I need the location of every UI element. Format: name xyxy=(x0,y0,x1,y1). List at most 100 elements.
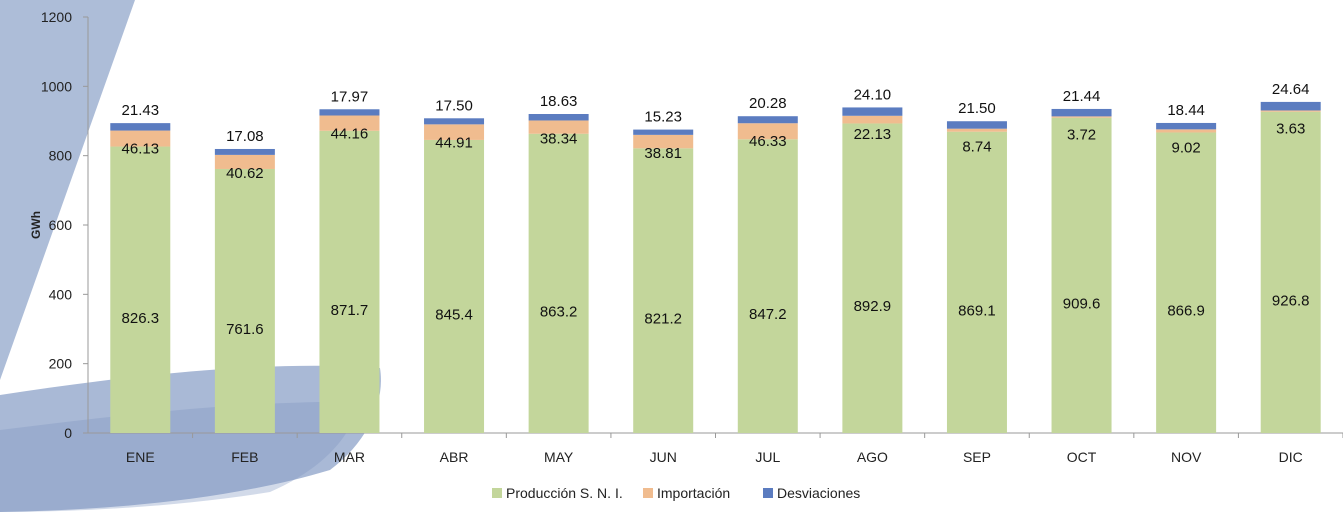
legend-swatch xyxy=(492,488,502,498)
data-label: 17.08 xyxy=(226,128,264,145)
x-tick-label: ABR xyxy=(440,449,469,465)
bar-segment xyxy=(1260,111,1321,433)
data-label: 44.91 xyxy=(435,134,473,151)
legend-label: Producción S. N. I. xyxy=(506,485,623,501)
bar-segment xyxy=(424,124,485,140)
data-label: 8.74 xyxy=(962,139,991,156)
bar-segment xyxy=(424,118,485,125)
bar-segment xyxy=(1156,122,1217,130)
data-label: 821.2 xyxy=(644,311,682,328)
x-tick-label: AGO xyxy=(857,449,888,465)
x-tick-label: JUL xyxy=(755,449,780,465)
data-label: 40.62 xyxy=(226,165,264,182)
bar-segment xyxy=(110,146,171,434)
bar-segment xyxy=(528,114,589,121)
y-tick-label: 200 xyxy=(49,356,73,372)
y-tick-label: 400 xyxy=(49,286,73,302)
x-tick-label: MAR xyxy=(334,449,365,465)
bar-segment xyxy=(842,123,903,433)
legend-swatch xyxy=(643,488,653,498)
x-tick-label: ENE xyxy=(126,449,155,465)
bar-segment xyxy=(319,130,380,433)
bar-segment xyxy=(424,139,485,434)
bar-segment xyxy=(1051,116,1112,118)
bar-segment xyxy=(1051,108,1112,117)
data-label: 3.63 xyxy=(1276,120,1305,137)
data-label: 9.02 xyxy=(1172,139,1201,156)
bar-segment xyxy=(737,116,798,124)
x-tick-label: NOV xyxy=(1171,449,1202,465)
data-label: 21.43 xyxy=(122,102,160,119)
data-label: 46.33 xyxy=(749,133,787,150)
bar-segment xyxy=(110,130,171,147)
bar-segment xyxy=(1260,101,1321,111)
data-label: 24.10 xyxy=(854,86,892,103)
data-label: 3.72 xyxy=(1067,126,1096,143)
data-label: 17.50 xyxy=(435,97,473,114)
bar-segment xyxy=(737,123,798,140)
bar-segment xyxy=(633,129,694,135)
data-label: 847.2 xyxy=(749,306,787,323)
bar-segment xyxy=(528,120,589,134)
data-label: 909.6 xyxy=(1063,295,1101,312)
bar-segment xyxy=(633,134,694,149)
data-label: 22.13 xyxy=(854,126,892,143)
bar-segment xyxy=(946,131,1007,433)
data-label: 18.44 xyxy=(1167,102,1205,119)
x-tick-label: FEB xyxy=(231,449,258,465)
bar-segment xyxy=(1156,132,1217,433)
bar-segment xyxy=(946,128,1007,132)
data-label: 869.1 xyxy=(958,302,996,319)
x-tick-label: DIC xyxy=(1279,449,1303,465)
data-label: 761.6 xyxy=(226,321,264,338)
data-label: 863.2 xyxy=(540,303,578,320)
data-label: 18.63 xyxy=(540,93,578,110)
x-tick-label: SEP xyxy=(963,449,991,465)
bars xyxy=(110,101,1321,434)
bar-segment xyxy=(214,148,275,155)
axes: 0 200 400 600 800 1000 1200 GWh ENE FEB MAR ABR MAY J… xyxy=(29,9,1343,465)
data-label: 826.3 xyxy=(122,310,160,327)
legend: Producción S. N. I. Importación Desviacion… xyxy=(492,485,860,501)
y-tick-label: 1000 xyxy=(41,78,72,94)
data-label: 24.64 xyxy=(1272,81,1310,98)
x-tick-label: OCT xyxy=(1067,449,1097,465)
bar-segment xyxy=(1260,110,1321,112)
data-label: 866.9 xyxy=(1167,303,1205,320)
y-tick-label: 1200 xyxy=(41,9,72,25)
data-label: 871.7 xyxy=(331,302,369,319)
bar-segment xyxy=(319,115,380,131)
bar-segment xyxy=(110,123,171,131)
bar-segment xyxy=(214,154,275,169)
data-label: 892.9 xyxy=(854,298,892,315)
data-label: 46.13 xyxy=(122,141,160,158)
data-label: 38.34 xyxy=(540,130,578,147)
y-axis-label: GWh xyxy=(29,211,43,239)
data-label: 845.4 xyxy=(435,306,473,323)
bar-segment xyxy=(528,133,589,434)
bar-segment xyxy=(319,109,380,116)
bar-segment xyxy=(214,168,275,433)
y-tick-label: 0 xyxy=(64,425,72,441)
bar-segment xyxy=(1156,129,1217,133)
decoration-wave xyxy=(0,365,381,512)
data-label: 21.50 xyxy=(958,100,996,117)
y-tick-label: 600 xyxy=(49,217,73,233)
bar-segment xyxy=(737,139,798,433)
data-labels: 826.3 46.13 21.43 761.6 40.62 17.08 871.7 44.16… xyxy=(122,81,1310,338)
bar-segment xyxy=(946,121,1007,129)
bar-segment xyxy=(842,107,903,116)
bar-segment xyxy=(633,148,694,434)
x-tick-label: MAY xyxy=(544,449,574,465)
bar-segment xyxy=(1051,117,1112,433)
legend-label: Desviaciones xyxy=(777,485,860,501)
data-label: 17.97 xyxy=(331,88,369,105)
data-label: 20.28 xyxy=(749,95,787,112)
legend-swatch xyxy=(763,488,773,498)
data-label: 926.8 xyxy=(1272,292,1310,309)
data-label: 44.16 xyxy=(331,126,369,143)
legend-label: Importación xyxy=(657,485,730,501)
decoration-stripe xyxy=(0,0,135,380)
